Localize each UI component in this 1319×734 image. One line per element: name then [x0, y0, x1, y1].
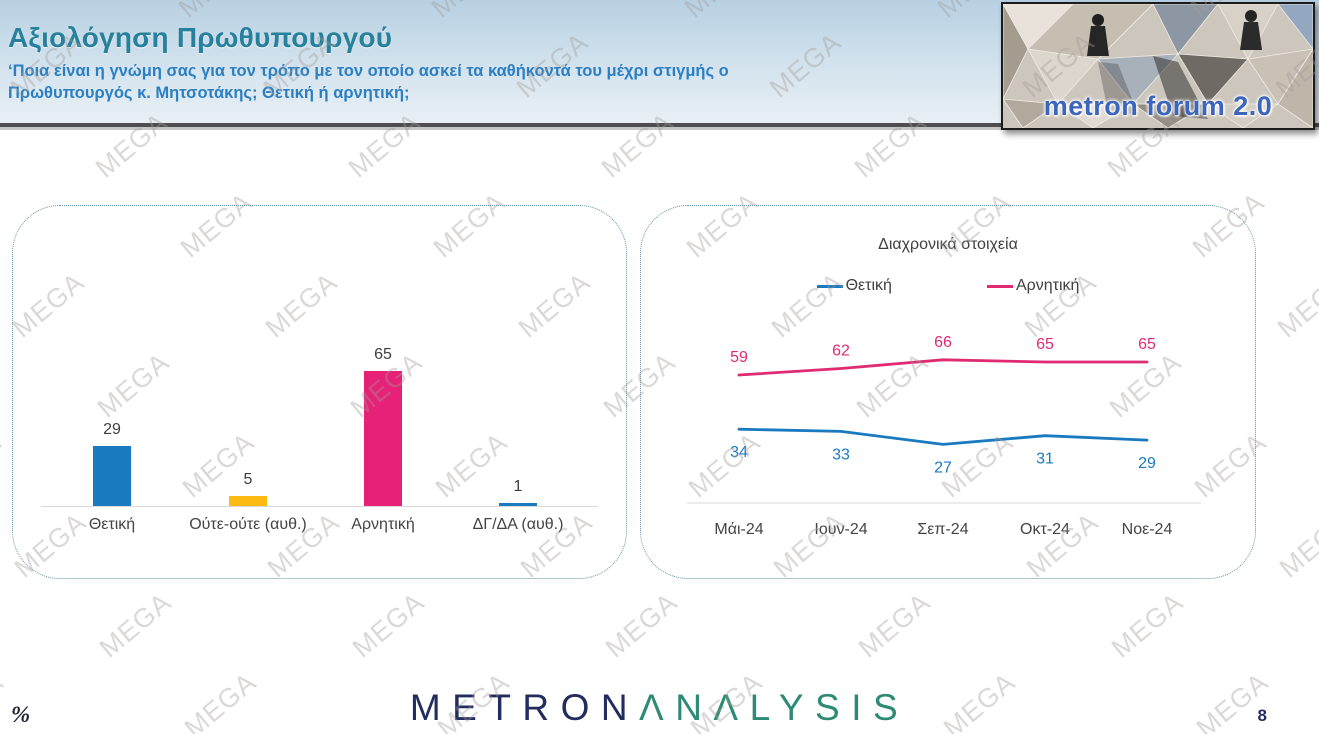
bar-chart-card: 29 Θετική 5 Ούτε-ούτε (αυθ.) 65 Αρνητική 1 ΔΓ/Δ…	[12, 205, 627, 579]
mega-watermark: MEGA	[1105, 586, 1190, 664]
logo-mosaic-image	[1003, 4, 1313, 128]
mega-watermark: MEGA	[0, 186, 6, 264]
subtitle-line-2: Πρωθυπουργός κ. Μητσοτάκης; Θετική ή αρν…	[8, 84, 410, 102]
legend-line-swatch	[816, 284, 843, 288]
bar-value-label: 1	[513, 478, 523, 495]
header-divider-shadow	[0, 127, 1319, 130]
x-tick-label: Μάι-24	[714, 521, 763, 538]
mega-watermark: MEGA	[0, 426, 8, 504]
logo-wordmark: metron forum 2.0	[1043, 91, 1273, 121]
header-divider	[0, 123, 1319, 127]
subtitle-line-1: ‘Ποια είναι η γνώμη σας για τον τρόπο με…	[8, 62, 729, 80]
bar-category-label: ΔΓ/ΔΑ (αυθ.)	[472, 516, 564, 533]
bar	[364, 371, 402, 506]
brand-metron: METRON	[409, 687, 640, 728]
bar-value-label: 65	[374, 346, 392, 363]
data-label: 59	[730, 349, 748, 366]
data-label: 65	[1036, 336, 1054, 353]
mega-watermark: MEGA	[346, 586, 431, 664]
metron-analysis-logo: METRONΛNΛLYSIS	[0, 689, 1319, 726]
page-title: Αξιολόγηση Πρωθυπουργού	[8, 22, 393, 53]
data-label: 66	[934, 334, 952, 351]
legend-label: Θετική	[845, 277, 892, 294]
line-chart: 34 33 27 31 29 59 62 66 65 65 Μάι-24 Ιουν-24 Σεπ-24 Ο…	[687, 334, 1201, 538]
data-label: 29	[1138, 455, 1156, 472]
legend-item: Αρνητική	[986, 277, 1080, 295]
line-chart-title: Διαχρονικά στοιχεία	[878, 236, 1018, 253]
question-subtitle: ‘Ποια είναι η γνώμη σας για τον τρόπο με…	[8, 60, 729, 104]
mega-watermark: MEGA	[1271, 266, 1319, 344]
data-label: 31	[1036, 451, 1054, 468]
data-label: 65	[1138, 336, 1156, 353]
line-chart-card: Διαχρονικά στοιχεία Θετική Αρνητική 34 33 2…	[640, 205, 1256, 579]
page-number: 8	[1257, 706, 1267, 725]
mega-watermark: MEGA	[852, 586, 937, 664]
x-tick-label: Οκτ-24	[1020, 521, 1070, 538]
mega-watermark: MEGA	[93, 586, 178, 664]
line-chart-legend: Θετική Αρνητική	[641, 277, 1255, 295]
legend-label: Αρνητική	[1015, 277, 1080, 294]
legend-item: Θετική	[816, 277, 892, 295]
line-series	[737, 427, 1149, 446]
bar	[229, 496, 267, 506]
bar	[499, 503, 537, 506]
brand-analysis: ΛNΛLYSIS	[639, 687, 910, 728]
bar-value-label: 29	[103, 421, 121, 438]
mega-watermark: MEGA	[599, 586, 684, 664]
data-label: 62	[832, 343, 850, 360]
legend-line-swatch	[986, 284, 1013, 288]
bar	[93, 446, 131, 506]
bar-category-label: Αρνητική	[351, 516, 415, 533]
x-tick-label: Νοε-24	[1122, 521, 1173, 538]
bar-category-label: Θετική	[88, 516, 136, 533]
data-label: 27	[934, 459, 952, 476]
line-series	[737, 358, 1149, 377]
bar-value-label: 5	[243, 471, 253, 488]
metron-forum-logo: metron forum 2.0	[1001, 2, 1315, 130]
bar-chart-axis-line	[41, 506, 598, 507]
mega-watermark: MEGA	[1273, 506, 1319, 584]
bar-category-label: Ούτε-ούτε (αυθ.)	[189, 516, 307, 533]
data-label: 33	[832, 446, 850, 463]
logo-people-silhouettes	[1087, 10, 1262, 119]
percent-mark: %	[11, 702, 31, 727]
x-tick-label: Ιουν-24	[814, 521, 867, 538]
x-tick-label: Σεπ-24	[917, 521, 968, 538]
bar-chart: 29 Θετική 5 Ούτε-ούτε (αυθ.) 65 Αρνητική 1 ΔΓ/Δ…	[13, 206, 626, 578]
data-label: 34	[730, 444, 748, 461]
